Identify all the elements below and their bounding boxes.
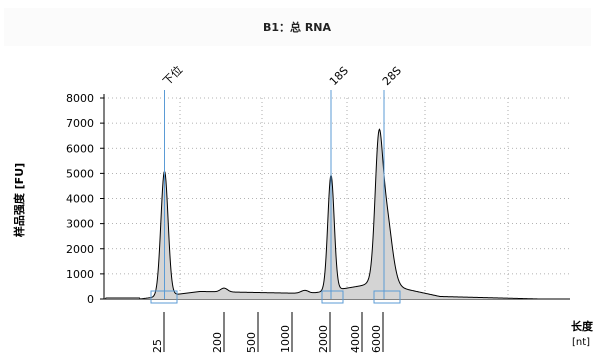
marker-label: 28S [380, 64, 404, 88]
y-tick-label: 0 [87, 293, 94, 306]
y-tick-label: 2000 [66, 243, 94, 256]
x-axis-unit: [nt] [572, 337, 590, 348]
marker-label: 下位 [160, 63, 185, 88]
peak-window [373, 290, 401, 304]
y-tick-label: 3000 [66, 218, 94, 231]
signal-area [104, 129, 552, 299]
x-axis-title: 长度 [571, 319, 594, 333]
peak-window [321, 290, 344, 304]
markers: 下位 18S 28S [150, 63, 404, 304]
x-tick-label: 1000 [279, 325, 292, 353]
x-tick-label: 4000 [349, 325, 362, 353]
x-tick-label: 200 [211, 332, 224, 353]
y-tick-label: 6000 [66, 142, 94, 155]
x-tick-label: 6000 [370, 325, 383, 353]
y-axis: 0 1000 2000 3000 4000 5000 6000 7000 8000 [66, 92, 105, 306]
x-tick-labels: 25 200 500 1000 2000 4000 6000 [151, 312, 384, 353]
x-tick-label: 500 [245, 332, 258, 353]
y-tick-label: 8000 [66, 92, 94, 105]
signal-trace [104, 128, 552, 300]
x-tick-label: 25 [151, 339, 164, 353]
title-bar [4, 8, 591, 46]
x-tick-label: 2000 [317, 325, 330, 353]
y-tick-label: 7000 [66, 117, 94, 130]
y-tick-label: 4000 [66, 193, 94, 206]
peak-window [150, 290, 178, 304]
marker-label: 18S [327, 64, 351, 88]
y-tick-label: 1000 [66, 268, 94, 281]
chart-title: B1：总 RNA [263, 20, 332, 34]
y-tick-label: 5000 [66, 167, 94, 180]
y-axis-title: 样品强度 [FU] [12, 163, 26, 237]
